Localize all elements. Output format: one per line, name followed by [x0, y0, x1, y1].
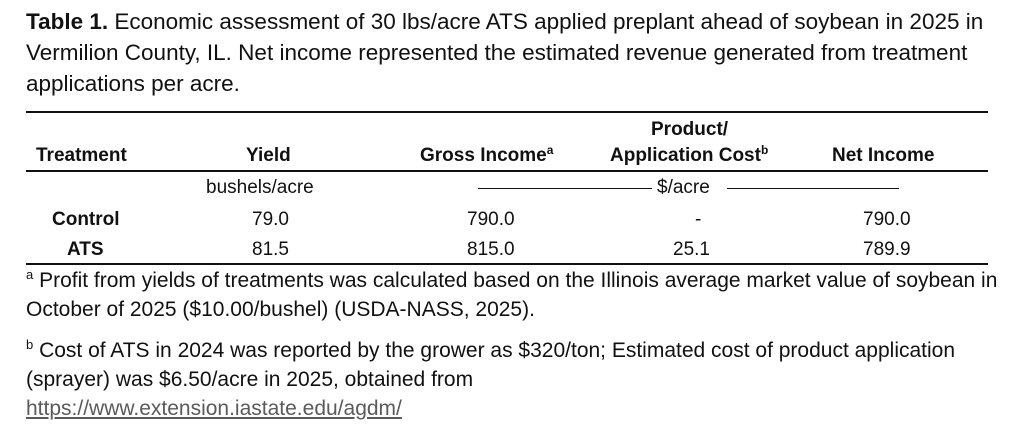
- footnote-b-text: Cost of ATS in 2024 was reported by the …: [26, 339, 956, 391]
- caption-text: Economic assessment of 30 lbs/acre ATS a…: [26, 9, 984, 96]
- row-yield: 81.5: [252, 239, 289, 260]
- header-yield: Yield: [246, 145, 291, 166]
- footnote-b-mark: b: [26, 337, 34, 352]
- unit-money: $/acre: [657, 177, 710, 198]
- row-treatment: Control: [52, 209, 120, 230]
- footnote-a-marker: a: [546, 143, 554, 157]
- table-top-rule: [26, 111, 988, 113]
- caption-label: Table 1.: [26, 9, 109, 34]
- extension-link[interactable]: https://www.extension.iastate.edu/agdm/: [26, 397, 402, 420]
- header-gross-income: Gross Incomea: [420, 144, 553, 168]
- table-header-rule: [26, 170, 988, 172]
- row-net-income: 789.9: [863, 239, 911, 260]
- footnote-b: b Cost of ATS in 2024 was reported by th…: [26, 336, 1001, 423]
- footnote-a-text: Profit from yields of treatments was cal…: [26, 269, 998, 321]
- footnote-a-mark: a: [26, 267, 34, 282]
- unit-span-line-right: [727, 188, 899, 189]
- table-bottom-rule: [26, 263, 988, 265]
- row-gross-income: 815.0: [467, 239, 515, 260]
- footnote-b-marker: b: [760, 143, 769, 157]
- header-product-line2: Application Costb: [610, 144, 768, 168]
- row-cost: -: [695, 209, 702, 230]
- row-net-income: 790.0: [863, 209, 911, 230]
- footnote-a: a Profit from yields of treatments was c…: [26, 266, 1001, 324]
- unit-span-line-left: [478, 188, 652, 189]
- header-product-line1: Product/: [651, 119, 729, 140]
- row-gross-income: 790.0: [467, 209, 515, 230]
- row-cost: 25.1: [673, 239, 710, 260]
- row-treatment: ATS: [67, 239, 104, 260]
- header-gross-income-label: Gross Income: [420, 145, 547, 166]
- table-caption: Table 1. Economic assessment of 30 lbs/a…: [26, 6, 1001, 99]
- header-net-income: Net Income: [832, 145, 935, 166]
- header-treatment: Treatment: [36, 145, 127, 166]
- row-yield: 79.0: [252, 209, 289, 230]
- header-product-label: Application Cost: [610, 145, 761, 166]
- unit-yield: bushels/acre: [206, 177, 314, 198]
